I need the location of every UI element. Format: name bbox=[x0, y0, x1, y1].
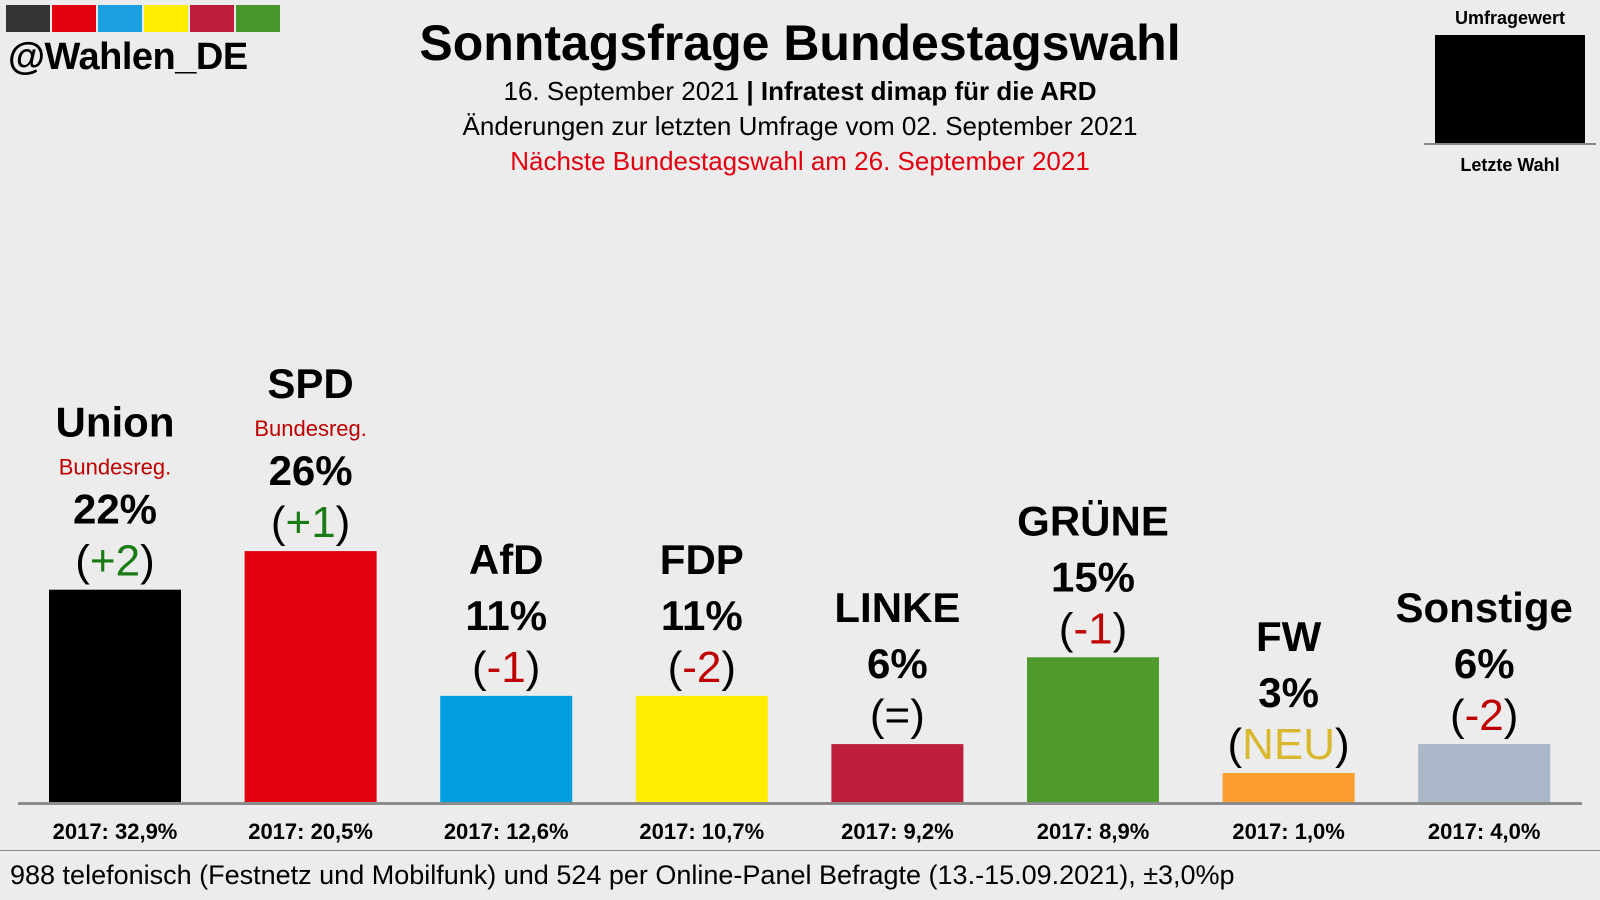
bar-union bbox=[49, 589, 181, 802]
change-label: (-2) bbox=[1450, 691, 1518, 740]
legend: Umfragewert Letzte Wahl bbox=[1420, 8, 1600, 176]
bar-linke bbox=[831, 744, 964, 802]
value-label: 26% bbox=[269, 447, 353, 494]
value-label: 22% bbox=[73, 486, 157, 533]
party-name: FDP bbox=[660, 536, 744, 583]
x-axis-baseline bbox=[18, 802, 1582, 805]
previous-election-label: 2017: 32,9% bbox=[53, 819, 178, 844]
change-label: (NEU) bbox=[1227, 720, 1349, 769]
twitter-handle: @Wahlen_DE bbox=[8, 36, 248, 78]
party-name: Sonstige bbox=[1396, 584, 1573, 631]
legend-bottom-label: Letzte Wahl bbox=[1460, 155, 1560, 175]
value-label: 15% bbox=[1051, 553, 1135, 600]
value-label: 11% bbox=[465, 592, 547, 639]
bar-fdp bbox=[635, 695, 768, 802]
change-label: (-1) bbox=[472, 643, 540, 692]
bar-grüne bbox=[1027, 657, 1159, 802]
footer-divider bbox=[0, 850, 1600, 851]
changes-note: Änderungen zur letzten Umfrage vom 02. S… bbox=[462, 111, 1138, 141]
legend-top-label: Umfragewert bbox=[1454, 8, 1566, 28]
previous-election-label: 2017: 12,6% bbox=[444, 819, 569, 844]
bar-sonstige bbox=[1418, 744, 1551, 802]
poll-institute: Infratest dimap für die ARD bbox=[760, 76, 1097, 106]
change-label: (-2) bbox=[668, 643, 736, 692]
party-name: LINKE bbox=[834, 584, 960, 631]
value-label: 11% bbox=[661, 592, 743, 639]
party-stripe bbox=[98, 5, 142, 32]
party-stripe bbox=[236, 5, 280, 32]
party-name: SPD bbox=[267, 360, 353, 407]
change-label: (+2) bbox=[75, 537, 154, 586]
chart-title: Sonntagsfrage Bundestagswahl bbox=[419, 15, 1181, 71]
party-stripe bbox=[6, 5, 50, 32]
party-name: Union bbox=[56, 399, 175, 446]
value-label: 3% bbox=[1258, 669, 1319, 716]
separator: | bbox=[746, 76, 754, 106]
poll-date: 16. September 2021 bbox=[503, 76, 740, 106]
value-label: 6% bbox=[867, 640, 928, 687]
value-label: 6% bbox=[1454, 640, 1515, 687]
poll-source-line: 16. September 2021 | Infratest dimap für… bbox=[0, 76, 1600, 107]
bar-fw bbox=[1222, 773, 1355, 802]
bar-spd bbox=[244, 551, 377, 802]
previous-election-label: 2017: 20,5% bbox=[248, 819, 373, 844]
change-label: (+1) bbox=[271, 498, 350, 547]
party-name: GRÜNE bbox=[1017, 497, 1169, 544]
previous-election-label: 2017: 8,9% bbox=[1037, 819, 1150, 844]
party-stripe bbox=[52, 5, 96, 32]
party-stripe bbox=[190, 5, 234, 32]
previous-election-label: 2017: 4,0% bbox=[1428, 819, 1541, 844]
methodology-footer: 988 telefonisch (Festnetz und Mobilfunk)… bbox=[10, 860, 1235, 890]
government-label: Bundesreg. bbox=[59, 455, 172, 480]
previous-election-label: 2017: 10,7% bbox=[639, 819, 764, 844]
legend-baseline bbox=[1424, 143, 1596, 145]
party-name: AfD bbox=[469, 536, 544, 583]
previous-election-label: 2017: 9,2% bbox=[841, 819, 954, 844]
party-stripe bbox=[144, 5, 188, 32]
change-label: (=) bbox=[870, 691, 925, 740]
party-color-stripes bbox=[6, 5, 280, 32]
bar-chart: (+2)22% Bundesreg. Union 2017: 32,9% (+1)26%… bbox=[18, 360, 1582, 844]
change-label: (-1) bbox=[1059, 604, 1127, 653]
party-name: FW bbox=[1256, 613, 1322, 660]
government-label: Bundesreg. bbox=[254, 416, 367, 441]
previous-election-label: 2017: 1,0% bbox=[1232, 819, 1345, 844]
legend-bar-swatch bbox=[1435, 35, 1585, 143]
next-election-note: Nächste Bundestagswahl am 26. September … bbox=[510, 146, 1090, 176]
bar-afd bbox=[440, 695, 573, 802]
